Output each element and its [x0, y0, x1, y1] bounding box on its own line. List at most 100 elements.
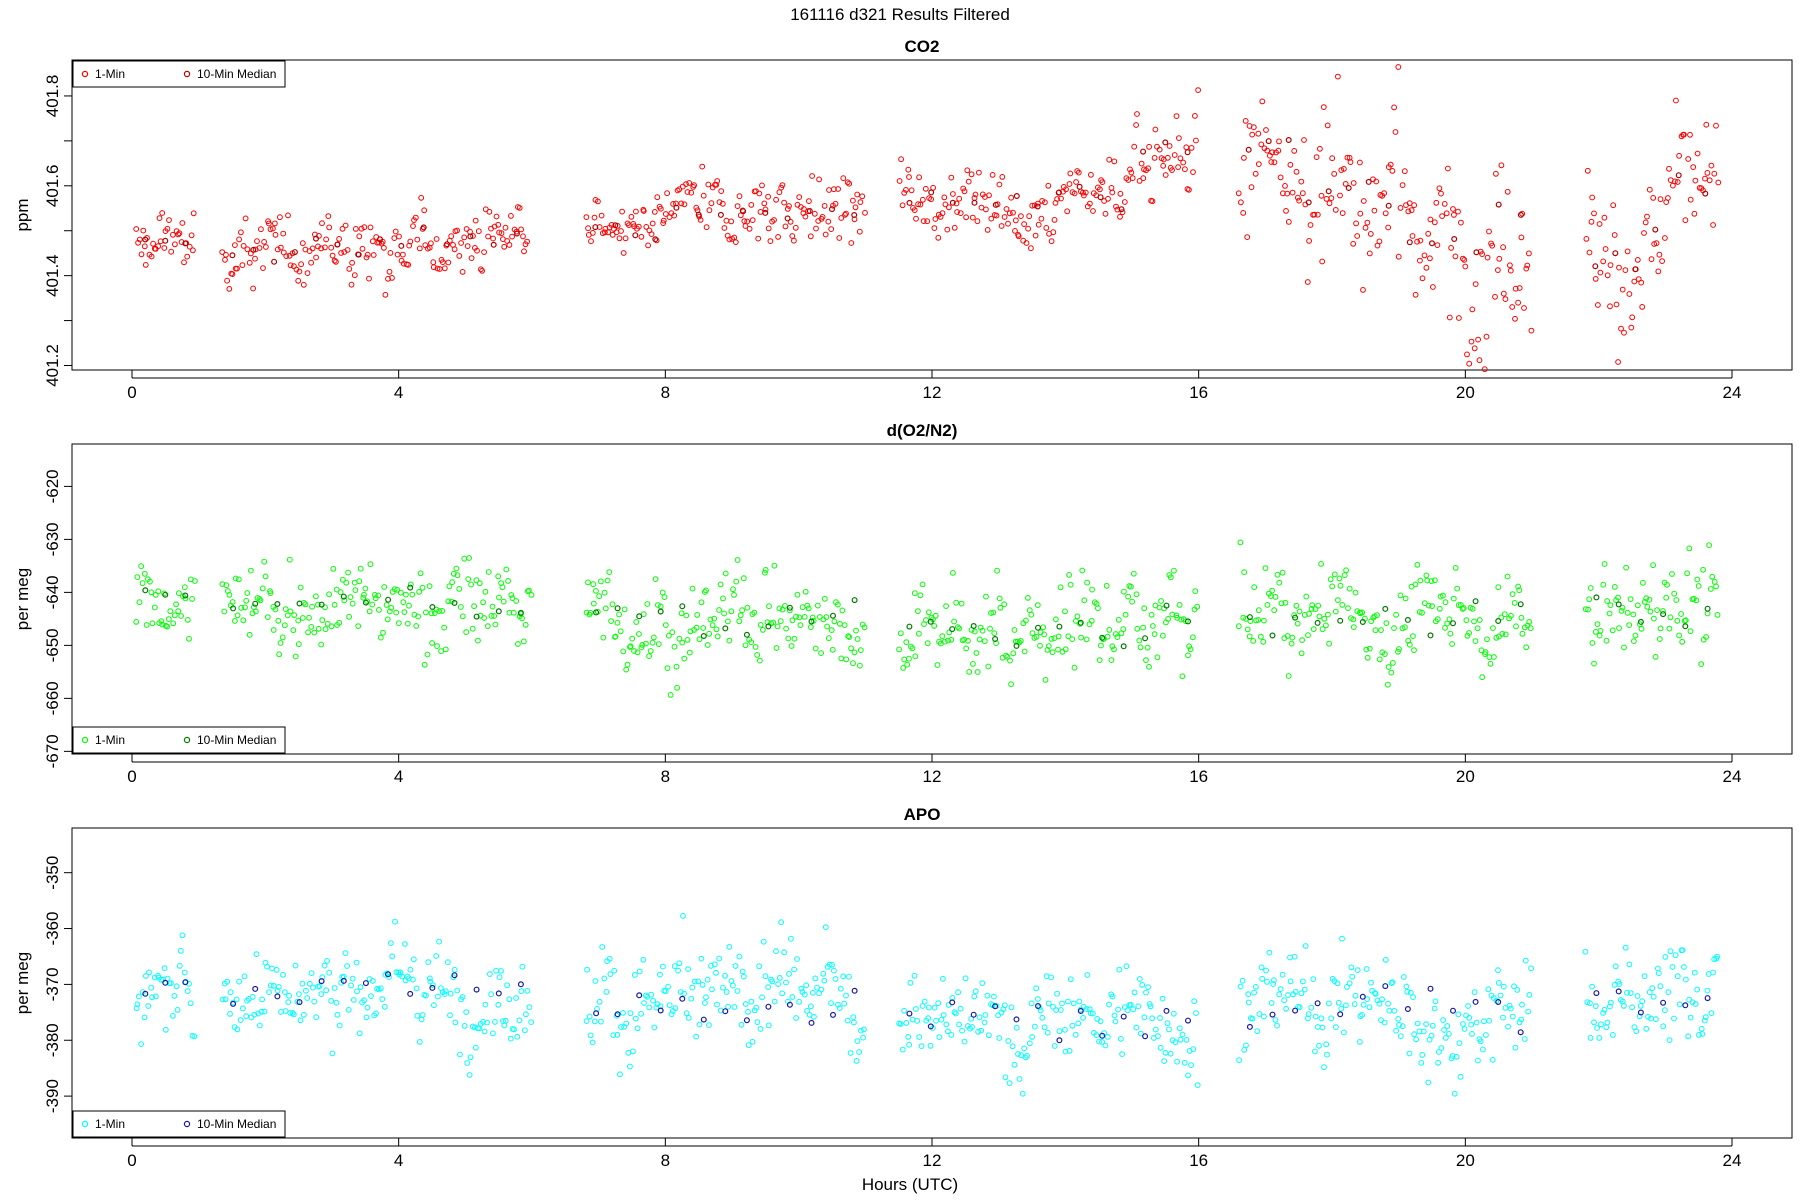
data-point: [918, 1043, 925, 1049]
data-point: [1253, 617, 1259, 624]
data-point: [1285, 992, 1291, 998]
data-point: [606, 955, 613, 962]
data-point: [253, 608, 259, 615]
data-point: [1151, 155, 1158, 161]
data-point: [1395, 1016, 1402, 1022]
data-point: [1600, 1010, 1606, 1016]
data-point: [315, 601, 321, 608]
data-point: [921, 998, 928, 1005]
data-point: [726, 637, 733, 644]
median-point: [296, 600, 303, 607]
data-point: [774, 623, 781, 630]
data-point: [1621, 329, 1627, 336]
data-point: [267, 590, 274, 596]
data-point: [181, 259, 187, 266]
legend-marker: [183, 736, 191, 744]
data-point: [907, 980, 914, 986]
data-point: [1305, 1011, 1312, 1018]
data-point: [598, 578, 604, 585]
data-point: [1041, 1024, 1048, 1031]
data-point: [1120, 626, 1127, 633]
data-point: [1634, 602, 1641, 609]
data-point: [1379, 996, 1385, 1003]
data-point: [249, 994, 256, 1000]
median-point: [142, 236, 149, 243]
data-point: [1263, 127, 1269, 133]
data-point: [1523, 644, 1530, 651]
data-point: [368, 993, 374, 999]
data-point: [1391, 104, 1397, 111]
data-point: [798, 985, 805, 992]
data-point: [375, 592, 382, 599]
data-point: [1438, 190, 1444, 197]
data-point: [389, 275, 395, 281]
data-point: [700, 625, 707, 631]
data-point: [605, 229, 612, 236]
data-point: [1385, 681, 1391, 688]
data-point: [966, 669, 973, 675]
data-point: [794, 591, 801, 598]
median-point: [1013, 193, 1020, 200]
x-tick-label: 0: [127, 1151, 136, 1170]
median-point: [1517, 1029, 1524, 1036]
data-point: [971, 993, 978, 1000]
data-point: [1117, 213, 1123, 220]
data-point: [428, 610, 435, 617]
data-point: [274, 987, 281, 994]
data-point: [716, 607, 722, 613]
data-point: [1632, 632, 1639, 639]
data-point: [272, 231, 279, 238]
data-point: [1188, 1062, 1194, 1068]
data-point: [988, 215, 995, 222]
data-point: [1044, 647, 1051, 653]
data-point: [1389, 168, 1396, 174]
median-point: [1034, 203, 1041, 210]
data-point: [640, 208, 647, 214]
data-point: [1122, 611, 1129, 618]
data-point: [684, 189, 691, 195]
data-point: [991, 993, 997, 1000]
median-point: [1325, 188, 1332, 195]
data-point: [653, 237, 660, 244]
data-point: [1119, 209, 1126, 216]
data-point: [1167, 1050, 1174, 1057]
data-point: [448, 598, 455, 605]
data-point: [958, 600, 965, 607]
x-tick-label: 24: [1723, 1151, 1742, 1170]
data-point: [593, 588, 599, 594]
data-point: [686, 180, 693, 186]
data-point: [1051, 217, 1058, 223]
data-point: [356, 578, 363, 585]
data-point: [1382, 651, 1388, 657]
data-point: [856, 228, 863, 235]
median-point: [743, 1017, 750, 1024]
data-point: [687, 628, 694, 635]
data-point: [234, 612, 241, 619]
data-point: [1144, 644, 1151, 651]
data-point: [1283, 208, 1289, 214]
data-point: [290, 627, 297, 634]
data-point: [1621, 1003, 1627, 1009]
data-point: [1514, 987, 1521, 993]
data-point: [1461, 1026, 1468, 1032]
data-point: [612, 633, 619, 640]
median-point: [1365, 178, 1372, 185]
data-point: [1318, 1015, 1325, 1022]
data-point: [985, 663, 992, 670]
data-point: [850, 660, 856, 667]
data-point: [657, 971, 663, 978]
data-point: [306, 980, 313, 987]
data-point: [1095, 605, 1101, 612]
data-point: [1317, 145, 1323, 152]
data-point: [1319, 1024, 1326, 1031]
data-point: [493, 213, 500, 220]
data-point: [1502, 631, 1509, 638]
data-point: [1410, 633, 1416, 639]
data-point: [1374, 612, 1380, 619]
x-tick-label: 16: [1189, 767, 1208, 786]
data-point: [349, 975, 356, 982]
data-point: [1026, 1040, 1033, 1047]
data-point: [451, 246, 458, 253]
data-point: [1423, 572, 1430, 579]
data-point: [736, 953, 743, 960]
